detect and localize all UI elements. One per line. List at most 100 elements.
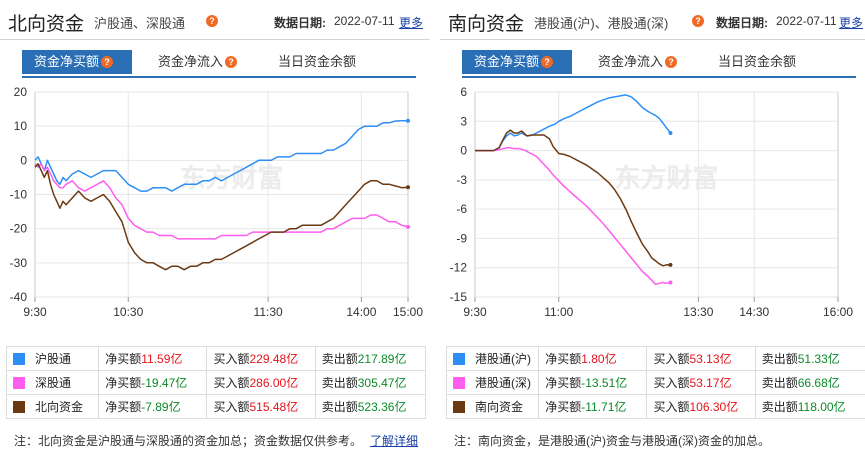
tab-net-buy[interactable]: 资金净买额? (462, 50, 572, 74)
series-end-point-0 (668, 131, 673, 135)
south-more-link[interactable]: 更多 (839, 16, 864, 30)
series-line-1 (475, 146, 671, 286)
x-tick-label: 13:30 (683, 305, 713, 319)
legend-cell: 卖出额51.33亿 (754, 346, 865, 371)
y-tick-label: 0 (460, 144, 467, 158)
sell-value: 523.36亿 (357, 400, 407, 414)
north-title: 北向资金 (8, 14, 85, 35)
legend-row: 港股通(沪) 净买额1.80亿 买入额53.13亿 卖出额51.33亿 (445, 346, 865, 371)
series-line-2 (475, 129, 671, 267)
north-header: 北向资金 沪股通、深股通 ? 数据日期: 2022-07-11 更多 (0, 0, 430, 40)
sell-value: 118.00亿 (797, 400, 846, 414)
tab-net-inflow[interactable]: 资金净流入? (586, 50, 689, 74)
sell-value: 51.33亿 (797, 352, 840, 366)
south-header: 南向资金 港股通(沪)、港股通(深) ? 数据日期: 2022-07-11 更多 (440, 0, 865, 40)
x-tick-label: 9:30 (23, 305, 47, 319)
series-end-point-1 (668, 280, 673, 285)
north-more-link[interactable]: 更多 (399, 16, 424, 30)
help-icon[interactable]: ? (665, 56, 678, 68)
buy-value: 53.17亿 (689, 376, 732, 390)
north-note: 注：北向资金是沪股通与深股通的资金加总；资金数据仅供参考。 了解详细 (14, 434, 419, 448)
legend-swatch (13, 353, 25, 365)
south-subtitle: 港股通(沪)、港股通(深) (534, 16, 669, 31)
legend-name: 北向资金 (35, 400, 84, 414)
legend-cell: 买入额286.00亿 (206, 370, 316, 395)
south-date: 2022-07-11 (776, 14, 837, 28)
x-tick-label: 14:00 (346, 305, 376, 319)
net-value: -19.47亿 (141, 376, 188, 390)
tab-balance[interactable]: 当日资金余额 (278, 54, 357, 69)
y-tick-label: -3 (456, 173, 467, 187)
sell-value: 66.68亿 (797, 376, 840, 390)
y-tick-label: -40 (10, 290, 28, 304)
legend-row: 港股通(深) 净买额-13.51亿 买入额53.17亿 卖出额66.68亿 (445, 370, 865, 395)
tab-net-inflow[interactable]: 资金净流入? (146, 50, 249, 74)
watermark-text: 东方财富 (179, 163, 283, 194)
note-detail-link[interactable]: 了解详细 (370, 434, 419, 448)
north-chart: 东方财富 20 10 0 -10 -20 -30 -409:30 10:30 11:30 14:00… (10, 85, 424, 319)
south-date-label: 数据日期: (716, 16, 768, 30)
x-tick-label: 11:30 (254, 305, 283, 319)
watermark-text: 东方财富 (614, 163, 718, 194)
north-date-label: 数据日期: (274, 16, 326, 30)
buy-value: 515.48亿 (249, 400, 299, 414)
north-legend: 沪股通 净买额11.59亿 买入额229.48亿 卖出额217.89亿 深股通 净买额-1… (5, 346, 427, 419)
south-legend: 港股通(沪) 净买额1.80亿 买入额53.13亿 卖出额51.33亿 港股通(深) 净买… (445, 346, 865, 419)
buy-value: 53.13亿 (689, 352, 732, 366)
legend-cell: 买入额106.30亿 (646, 394, 756, 419)
y-tick-label: -6 (456, 202, 467, 216)
legend-cell: 净买额-13.51亿 (538, 370, 648, 395)
south-chart: 东方财富 6 3 0 -3 -6 -9 -12 -159:30 11:00 13:30 14:30 16… (450, 85, 854, 319)
help-icon[interactable]: ? (206, 15, 218, 27)
net-value: -13.51亿 (581, 376, 628, 390)
y-tick-label: -12 (450, 261, 468, 275)
plot-area (474, 91, 839, 298)
legend-name: 深股通 (35, 376, 72, 390)
legend-swatch (453, 353, 465, 365)
help-icon[interactable]: ? (101, 56, 114, 68)
legend-cell: 买入额53.17亿 (646, 370, 756, 395)
legend-cell: 卖出额118.00亿 (754, 394, 865, 419)
legend-row: 深股通 净买额-19.47亿 买入额286.00亿 卖出额305.47亿 (5, 370, 427, 395)
tab-balance[interactable]: 当日资金余额 (718, 54, 797, 69)
net-value: 1.80亿 (581, 352, 617, 366)
help-icon[interactable]: ? (692, 15, 704, 27)
net-value: -7.89亿 (141, 400, 181, 414)
y-tick-label: -9 (456, 231, 467, 245)
legend-cell: 南向资金 (445, 394, 540, 419)
series-line-0 (34, 119, 408, 192)
x-tick-label: 9:30 (463, 305, 487, 319)
x-tick-label: 10:30 (113, 305, 143, 319)
help-icon[interactable]: ? (541, 56, 554, 68)
y-tick-label: 3 (460, 114, 467, 128)
legend-name: 南向资金 (475, 400, 524, 414)
legend-cell: 买入额53.13亿 (646, 346, 756, 371)
legend-cell: 买入额515.48亿 (206, 394, 316, 419)
legend-cell: 卖出额217.89亿 (314, 346, 427, 371)
legend-cell: 净买额11.59亿 (98, 346, 208, 371)
y-tick-label: 0 (20, 153, 27, 167)
north-subtitle: 沪股通、深股通 (94, 16, 186, 31)
y-tick-label: -10 (10, 188, 28, 202)
series-line-0 (475, 94, 672, 152)
legend-cell: 港股通(深) (445, 370, 540, 395)
series-end-point-1 (406, 224, 410, 229)
legend-cell: 净买额1.80亿 (538, 346, 648, 371)
legend-swatch (453, 401, 465, 413)
legend-swatch (13, 401, 25, 413)
north-panel: 北向资金 沪股通、深股通 ? 数据日期: 2022-07-11 更多 资金净买额… (0, 0, 430, 457)
tab-underline (22, 76, 416, 78)
south-title: 南向资金 (448, 14, 525, 35)
series-line-1 (34, 163, 409, 240)
tab-net-buy[interactable]: 资金净买额? (22, 50, 132, 74)
net-value: 11.59亿 (141, 352, 183, 366)
legend-cell: 卖出额523.36亿 (314, 394, 427, 419)
legend-name: 港股通(沪) (475, 352, 531, 366)
legend-cell: 卖出额305.47亿 (314, 370, 427, 395)
y-tick-label: 6 (460, 85, 467, 99)
legend-cell: 卖出额66.68亿 (754, 370, 865, 395)
legend-cell: 港股通(沪) (445, 346, 540, 371)
series-end-point-2 (406, 185, 410, 190)
help-icon[interactable]: ? (225, 56, 238, 68)
